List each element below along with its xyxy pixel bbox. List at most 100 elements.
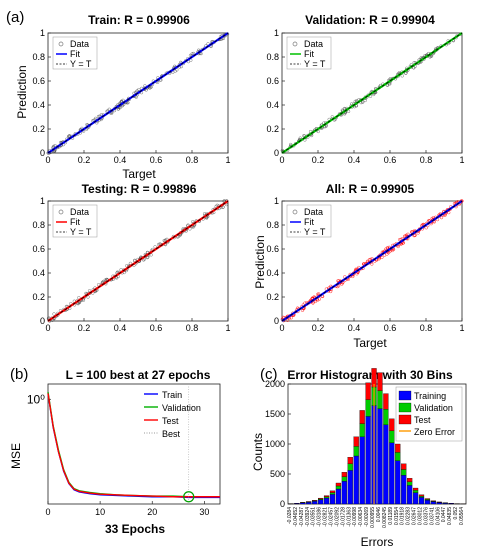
histogram-bar-validation: [407, 481, 413, 486]
y-equals-t-line: [281, 32, 463, 154]
histogram-bar-test: [383, 393, 389, 410]
x-tick-label: 0.000955: [370, 507, 376, 528]
x-tick-label: 0.4: [348, 323, 361, 333]
legend-label: Best: [162, 429, 181, 439]
x-tick-label: 30: [199, 507, 209, 517]
data-point: [125, 264, 129, 268]
x-tick-label: 0.4: [348, 155, 361, 165]
y-tick-label: 0.4: [266, 100, 279, 110]
data-point: [317, 297, 322, 301]
histogram-bar-validation: [389, 430, 395, 443]
histogram-xlabel: Errors: [361, 535, 394, 549]
legend-yt-label: Y = T: [70, 59, 92, 69]
train-ylabel: Prediction: [15, 65, 29, 118]
data-point: [96, 114, 101, 119]
data-point: [94, 116, 98, 121]
x-tick-label: -0.0284: [287, 507, 293, 524]
series-line-test: [47, 393, 220, 498]
histogram-bar-validation: [383, 409, 389, 425]
histogram-bar-training: [306, 502, 312, 505]
x-tick-label: 0.2: [78, 155, 91, 165]
data-point: [191, 225, 196, 229]
y-tick-label: 0.8: [266, 220, 279, 230]
data-point: [202, 212, 207, 216]
legend-swatch: [398, 402, 412, 413]
x-tick-label: 0.2: [312, 155, 325, 165]
data-point: [385, 246, 390, 250]
data-point: [424, 226, 428, 230]
x-tick-label: -0.00998: [352, 507, 358, 527]
legend-data-label: Data: [304, 207, 323, 217]
train-regression-plot: Train: R = 0.99906 0 0.2 0.4 0.6 0.8 1 0 0.2 0.4…: [32, 13, 230, 165]
y-tick-label: 0.8: [266, 52, 279, 62]
y-tick-label: 0.6: [32, 244, 45, 254]
y-tick-label: 2000: [265, 379, 285, 389]
legend-fit-label: Fit: [304, 49, 314, 59]
histogram-bar-test: [347, 457, 353, 464]
x-tick-label: 0.01189: [388, 507, 394, 525]
histogram-bar-validation: [329, 492, 336, 495]
x-tick-label: 0: [279, 323, 284, 333]
data-point: [134, 95, 138, 99]
y-tick-label: 1: [40, 196, 45, 206]
data-point: [367, 258, 372, 262]
x-tick-label: -0.02821: [323, 507, 329, 527]
histogram-bar-training: [359, 436, 365, 505]
histogram-bar-validation: [377, 390, 383, 409]
x-tick-label: 1: [225, 323, 230, 333]
x-tick-label: -0.02457: [329, 507, 335, 527]
y-tick-label: 0.4: [266, 268, 279, 278]
legend-data-label: Data: [304, 39, 323, 49]
x-tick-label: 0.6: [384, 323, 397, 333]
histogram-bar-training: [323, 497, 330, 505]
histogram-bar-validation: [353, 446, 359, 457]
y-equals-t-line: [47, 200, 229, 322]
legend-yt-label: Y = T: [304, 227, 326, 237]
legend-label: Validation: [162, 403, 201, 413]
train-xlabel: Target: [122, 167, 156, 181]
x-tick-label: 0.0447: [441, 507, 447, 523]
x-tick-label: -0.02092: [334, 507, 340, 527]
y-tick-label: 0: [40, 316, 45, 326]
x-tick-label: 0.6: [150, 323, 163, 333]
y-tick-label: 0.4: [32, 100, 45, 110]
histogram-bar-training: [401, 475, 407, 505]
y-tick-label: 0.6: [32, 76, 45, 86]
data-point: [289, 316, 293, 320]
data-point: [148, 86, 152, 90]
best-epoch-marker: [183, 491, 195, 503]
x-tick-label: 0.6: [150, 155, 163, 165]
data-point: [398, 237, 402, 242]
y-tick-label: 0.6: [266, 244, 279, 254]
train-title: Train: R = 0.99906: [88, 13, 190, 27]
y-tick-label: 1: [40, 28, 45, 38]
x-tick-label: 0.0046: [376, 507, 382, 523]
testing-title: Testing: R = 0.99896: [82, 182, 197, 196]
x-tick-label: 0: [45, 323, 50, 333]
x-tick-label: 0.4: [114, 155, 127, 165]
all-xlabel: Target: [353, 336, 387, 350]
legend-data-label: Data: [70, 39, 89, 49]
data-point: [396, 244, 400, 249]
histogram-bar-validation: [335, 485, 342, 490]
x-tick-label: 0: [279, 155, 284, 165]
x-tick-label: -0.01728: [340, 507, 346, 527]
histogram-bar-test: [329, 490, 336, 493]
y-tick-label: 500: [270, 469, 285, 479]
data-point: [157, 242, 161, 247]
y-tick-label: 0: [40, 148, 45, 158]
legend-swatch: [398, 414, 412, 425]
histogram-bar-test: [359, 410, 365, 424]
validation-regression-plot: Validation: R = 0.99904 0 0.2 0.4 0.6 0.8 1 0 0…: [266, 13, 464, 165]
histogram-bar-training: [300, 502, 306, 505]
x-tick-label: 0.8: [186, 155, 199, 165]
y-tick-label: 0.2: [266, 124, 279, 134]
x-tick-label: 0.008245: [382, 507, 388, 528]
histogram-bar-test: [323, 495, 330, 497]
x-tick-label: 0.8: [420, 323, 433, 333]
x-tick-label: -0.03551: [311, 507, 317, 527]
data-point: [447, 210, 451, 215]
x-tick-label: 0: [45, 507, 50, 517]
histogram-bar-validation: [341, 476, 347, 482]
x-tick-label: 0.8: [420, 155, 433, 165]
